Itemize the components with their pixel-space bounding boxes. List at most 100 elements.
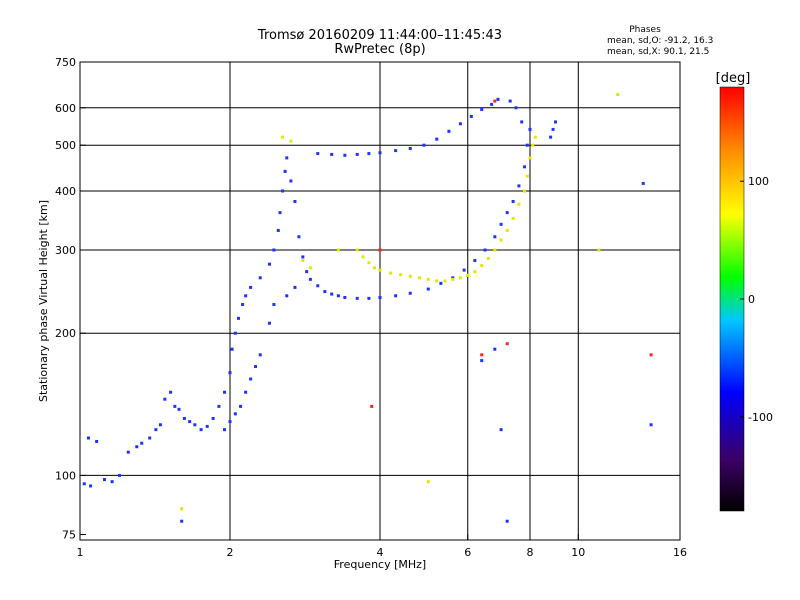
data-point [505, 519, 509, 523]
data-point [316, 152, 320, 156]
data-point [289, 179, 293, 183]
data-point [199, 428, 203, 432]
chart-subtitle: RwPretec (8p) [334, 42, 425, 57]
phase-info-title: Phases [629, 25, 661, 35]
data-point [493, 99, 497, 103]
data-point [228, 420, 232, 424]
data-point [533, 135, 537, 139]
data-point [343, 153, 347, 157]
data-point [117, 473, 121, 477]
data-point [408, 274, 412, 278]
data-point [528, 156, 532, 160]
data-point [297, 235, 301, 239]
data-point [253, 365, 257, 369]
data-point [447, 129, 451, 133]
data-point [267, 321, 271, 325]
data-point [148, 436, 152, 440]
data-point [241, 303, 245, 307]
data-point [499, 238, 503, 242]
data-point [480, 359, 484, 363]
data-point [517, 184, 521, 188]
data-point [426, 480, 430, 484]
data-point [378, 296, 382, 300]
data-point [177, 407, 181, 411]
data-point [549, 135, 553, 139]
data-point [486, 256, 490, 260]
data-point [343, 296, 347, 300]
data-point [469, 115, 473, 119]
data-point [236, 316, 240, 320]
data-point [301, 255, 305, 259]
x-tick-label: 2 [227, 546, 234, 559]
data-point [462, 268, 466, 272]
data-point [517, 202, 521, 206]
data-point [483, 248, 487, 252]
data-point [258, 353, 262, 357]
data-point [126, 450, 130, 454]
data-point [355, 152, 359, 156]
data-point [511, 200, 515, 204]
data-point [439, 281, 443, 285]
data-point [283, 169, 287, 173]
data-point [244, 390, 248, 394]
data-point [278, 211, 282, 215]
data-point [169, 390, 173, 394]
data-point [525, 174, 529, 178]
phase-info-x: mean, sd,X: 90.1, 21.5 [607, 47, 709, 57]
y-tick-label: 750 [55, 56, 76, 69]
data-point [499, 222, 503, 226]
colorbar-tick-label: 0 [748, 293, 755, 306]
data-point [293, 200, 297, 204]
data-point [173, 404, 177, 408]
data-point [301, 259, 305, 263]
data-point [435, 279, 439, 283]
data-point [505, 228, 509, 232]
data-point [553, 120, 557, 124]
data-point [330, 292, 334, 296]
data-point [473, 270, 477, 274]
axis-ticks: 1 2 4 6 8 10 16 75 100 200 300 400 500 600 750 [55, 56, 687, 559]
x-tick-label: 16 [673, 546, 687, 559]
chart-title: Tromsø 20160209 11:44:00–11:45:43 [257, 28, 502, 43]
data-point [394, 294, 398, 298]
data-point [239, 404, 243, 408]
data-point [276, 228, 280, 232]
data-point [95, 439, 99, 443]
data-point [367, 296, 371, 300]
data-point [514, 106, 518, 110]
data-point [233, 412, 237, 416]
data-point [135, 445, 139, 449]
data-point [267, 262, 271, 266]
x-tick-label: 10 [571, 546, 585, 559]
data-point [435, 137, 439, 141]
data-point [417, 276, 421, 280]
data-point [373, 266, 377, 270]
data-point [523, 189, 527, 193]
data-point [336, 294, 340, 298]
data-point [378, 268, 382, 272]
data-point [511, 216, 515, 220]
data-point [551, 127, 555, 131]
data-point [285, 156, 289, 160]
data-point [140, 441, 144, 445]
data-point [426, 287, 430, 291]
y-tick-label: 75 [62, 528, 76, 541]
data-point [493, 235, 497, 239]
data-point [496, 97, 500, 101]
data-point [490, 102, 494, 106]
data-point [272, 248, 276, 252]
y-tick-label: 300 [55, 244, 76, 257]
data-point [228, 371, 232, 375]
data-point [336, 248, 340, 252]
data-point [528, 127, 532, 131]
data-point [525, 143, 529, 147]
data-point [426, 277, 430, 281]
data-point [523, 165, 527, 169]
data-point [531, 143, 535, 147]
data-point [158, 423, 162, 427]
data-point [422, 143, 426, 147]
data-point [217, 404, 221, 408]
y-axis-label: Stationary phase Virtual Height [km] [37, 200, 50, 402]
data-point [649, 353, 653, 357]
x-tick-label: 6 [464, 546, 471, 559]
